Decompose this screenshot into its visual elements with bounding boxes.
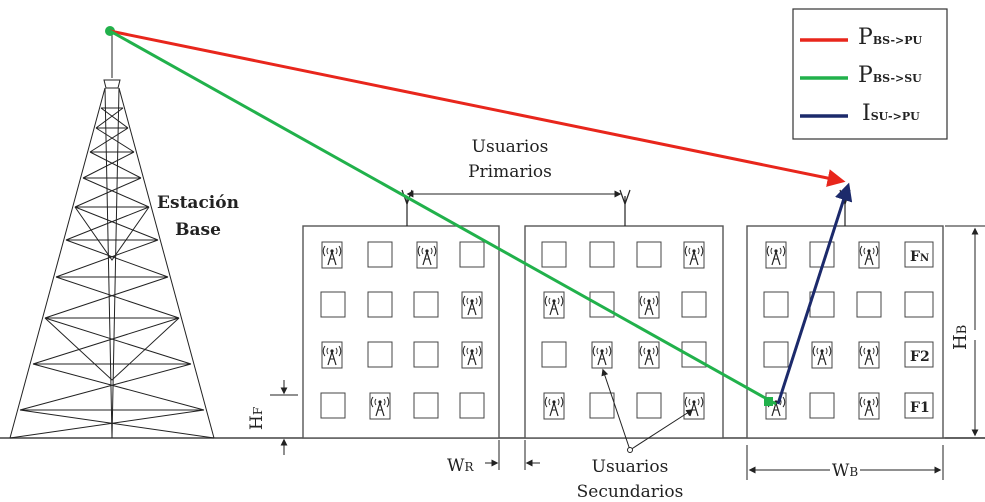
floor-1-label: F1 — [910, 400, 930, 416]
su-to-pu-interference — [776, 182, 853, 405]
floor-2-label: F2 — [910, 349, 930, 365]
hf-label: HF — [247, 407, 267, 430]
floor-n-label: FN — [910, 249, 929, 265]
secondary-users-label-line2: Secundarios — [577, 482, 684, 502]
primary-users-label-line1: Usuarios — [472, 137, 549, 157]
base-station-label-line2: Base — [175, 220, 221, 240]
legend-item-bs-pu: PBS->PU — [800, 25, 923, 50]
secondary-users-pointer — [601, 368, 694, 453]
bs-to-pu-signal — [109, 29, 846, 187]
bs-to-su-signal — [109, 29, 777, 406]
wr-dimension — [485, 440, 540, 470]
svg-text:PBS->PU: PBS->PU — [858, 25, 923, 50]
legend-item-su-pu: ISU->PU — [800, 101, 920, 126]
wb-label: WB — [832, 461, 858, 481]
hf-dimension — [270, 380, 298, 455]
wb-dimension — [746, 445, 944, 480]
base-station-label-line1: Estación — [157, 193, 239, 213]
hb-label: HB — [950, 325, 971, 350]
svg-text:PBS->SU: PBS->SU — [858, 63, 922, 88]
svg-text:ISU->PU: ISU->PU — [862, 101, 920, 126]
wr-label: WR — [447, 456, 474, 476]
primary-users-label-line2: Primarios — [468, 162, 552, 182]
lattice-tower-icon — [9, 34, 215, 439]
secondary-users-label-line1: Usuarios — [592, 457, 669, 477]
legend: PBS->PU PBS->SU ISU->PU — [792, 8, 948, 140]
building-1-windows — [320, 241, 485, 420]
bs-to-su-endpoint — [764, 397, 773, 406]
antenna-icon — [619, 189, 631, 227]
legend-item-bs-su: PBS->SU — [800, 63, 922, 88]
hb-dimension — [945, 225, 985, 439]
